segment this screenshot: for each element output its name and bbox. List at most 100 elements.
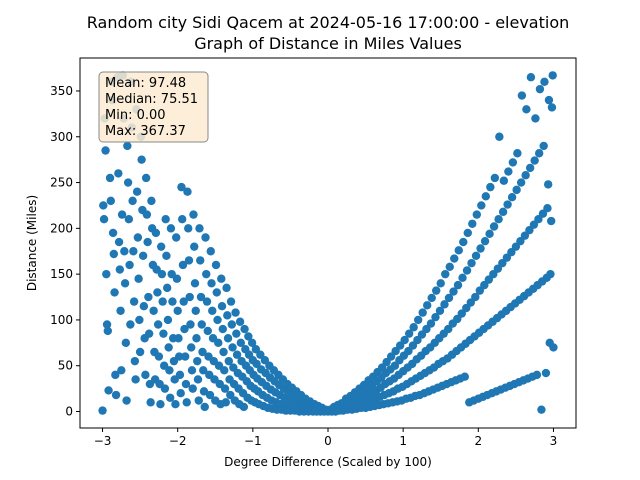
scatter-point xyxy=(197,320,206,329)
scatter-point xyxy=(124,214,134,224)
scatter-point xyxy=(102,269,111,279)
scatter-point xyxy=(175,370,185,380)
scatter-point xyxy=(147,196,156,206)
scatter-point xyxy=(190,242,199,251)
scatter-point xyxy=(413,315,423,325)
y-tick-label: 0 xyxy=(65,405,73,419)
scatter-point xyxy=(115,265,125,274)
scatter-points-group xyxy=(98,71,558,416)
y-tick-label: 150 xyxy=(50,267,73,281)
scatter-point xyxy=(207,279,216,288)
scatter-point xyxy=(495,132,504,141)
x-tick-label: 2 xyxy=(474,434,482,448)
scatter-point xyxy=(471,292,480,302)
scatter-point xyxy=(199,387,209,396)
scatter-point xyxy=(105,173,115,183)
scatter-point xyxy=(227,320,237,329)
scatter-point xyxy=(480,236,490,246)
scatter-point xyxy=(120,279,130,288)
scatter-point xyxy=(189,210,198,219)
scatter-point xyxy=(143,237,152,247)
scatter-point xyxy=(175,352,184,361)
scatter-point xyxy=(217,301,227,311)
stats-min: Min: 0.00 xyxy=(105,108,166,123)
scatter-point xyxy=(126,320,135,329)
scatter-point xyxy=(123,178,133,187)
y-axis-label: Distance (Miles) xyxy=(25,195,39,291)
x-tick-label: −3 xyxy=(94,434,112,448)
scatter-point xyxy=(494,214,503,224)
scatter-point xyxy=(201,233,210,242)
scatter-point xyxy=(179,297,188,306)
scatter-point xyxy=(162,283,172,293)
scatter-point xyxy=(232,350,242,359)
scatter-point xyxy=(418,308,427,317)
scatter-point xyxy=(99,201,108,210)
scatter-point xyxy=(541,368,551,378)
scatter-point xyxy=(114,237,124,247)
scatter-point xyxy=(481,192,491,201)
scatter-point xyxy=(149,306,158,315)
scatter-point xyxy=(537,405,546,414)
scatter-point xyxy=(180,324,189,334)
scatter-point xyxy=(122,396,131,405)
scatter-point xyxy=(164,343,173,352)
scatter-point xyxy=(232,329,241,338)
scatter-point xyxy=(176,389,185,398)
scatter-point xyxy=(191,306,200,315)
scatter-point xyxy=(208,306,217,315)
scatter-point xyxy=(116,306,125,315)
stats-max: Max: 367.37 xyxy=(105,124,186,139)
scatter-point xyxy=(181,379,191,389)
scatter-point xyxy=(486,182,495,192)
scatter-point xyxy=(193,375,203,384)
scatter-point xyxy=(217,274,226,283)
scatter-point xyxy=(236,338,246,348)
scatter-point xyxy=(128,196,137,206)
scatter-point xyxy=(221,398,230,407)
scatter-point xyxy=(504,167,513,176)
x-axis-ticks: −3 −2 −1 0 1 2 3 xyxy=(94,428,557,448)
scatter-point xyxy=(212,288,221,297)
scatter-point xyxy=(468,219,477,228)
scatter-point xyxy=(142,210,152,219)
scatter-point xyxy=(423,301,432,310)
scatter-point xyxy=(193,356,202,366)
scatter-point xyxy=(165,366,174,375)
scatter-point xyxy=(104,386,113,395)
scatter-point xyxy=(162,251,171,261)
scatter-point xyxy=(139,301,149,311)
scatter-point xyxy=(129,247,138,256)
scatter-point xyxy=(200,402,209,412)
scatter-point xyxy=(498,207,508,217)
scatter-point xyxy=(409,323,418,332)
scatter-point xyxy=(137,155,146,164)
scatter-point xyxy=(426,319,436,328)
scatter-point xyxy=(202,297,212,306)
scatter-point xyxy=(460,372,469,381)
scatter-point xyxy=(146,398,155,407)
scatter-point xyxy=(106,196,116,206)
scatter-point xyxy=(125,260,134,270)
scatter-point xyxy=(445,262,454,272)
stats-box-background xyxy=(98,71,209,143)
scatter-point xyxy=(202,269,211,279)
scatter-point xyxy=(441,269,450,279)
scatter-point xyxy=(431,312,440,322)
scatter-point xyxy=(440,300,449,309)
scatter-point xyxy=(547,216,556,226)
scatter-point xyxy=(190,279,200,288)
scatter-point xyxy=(187,366,197,375)
scatter-point xyxy=(199,366,208,375)
scatter-point xyxy=(534,149,544,158)
scatter-point xyxy=(178,214,187,224)
scatter-point xyxy=(226,297,236,306)
chart-title-line-1: Random city Sidi Qacem at 2024-05-16 17:… xyxy=(87,13,570,32)
scatter-point xyxy=(485,229,494,239)
scatter-point xyxy=(153,288,162,297)
scatter-point xyxy=(171,233,181,242)
scatter-point xyxy=(222,283,231,293)
scatter-point xyxy=(182,398,191,407)
scatter-point xyxy=(548,71,557,80)
scatter-point xyxy=(206,247,215,256)
